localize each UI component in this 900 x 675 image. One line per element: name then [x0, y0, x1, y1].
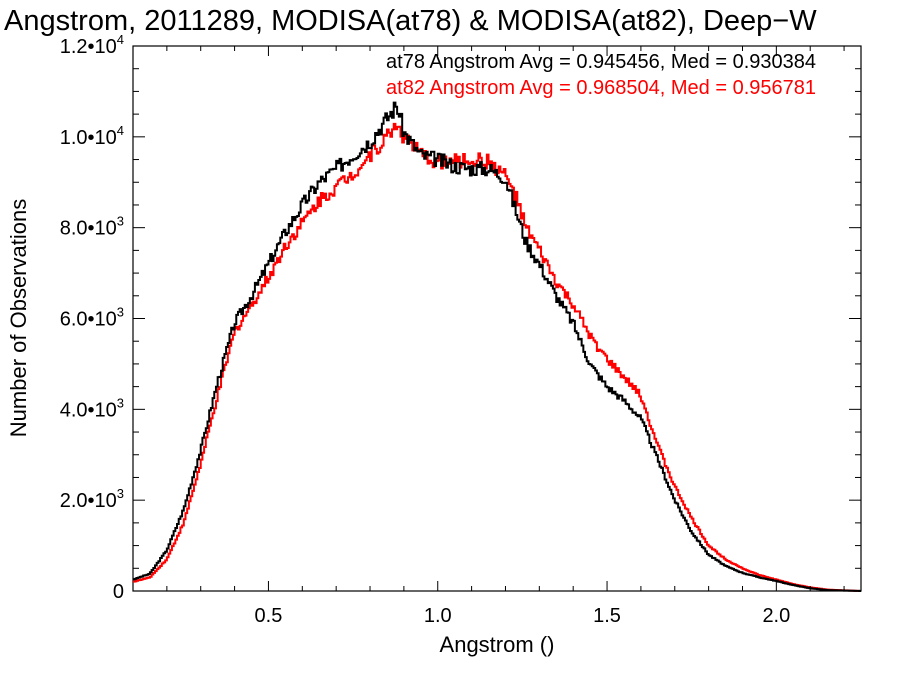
legend: at78 Angstrom Avg = 0.945456, Med = 0.93… [386, 51, 816, 99]
series-line-at78 [133, 101, 861, 592]
y-tick-label: 1.2•104 [60, 32, 124, 58]
tick-marks [132, 45, 861, 592]
y-tick-label: 8.0•103 [60, 214, 124, 240]
series-layer [133, 101, 861, 592]
legend-entry-at82: at82 Angstrom Avg = 0.968504, Med = 0.95… [386, 77, 816, 99]
x-tick-label: 0.5 [255, 605, 283, 627]
x-tick-label: 2.0 [762, 605, 790, 627]
y-tick-label: 1.0•104 [60, 123, 124, 149]
y-tick-labels: 0 2.0•103 4.0•103 6.0•103 8.0•103 1.0•104 1.2•… [60, 32, 124, 603]
y-axis-label: Number of Observations [6, 199, 31, 437]
x-tick-label: 1.5 [593, 605, 621, 627]
y-tick-label: 6.0•103 [60, 305, 124, 331]
legend-entry-at78: at78 Angstrom Avg = 0.945456, Med = 0.93… [386, 51, 816, 73]
x-axis-label: Angstrom () [440, 632, 555, 657]
plot-area [132, 45, 862, 592]
x-tick-labels: 0.5 1.0 1.5 2.0 [255, 605, 791, 627]
y-tick-label: 4.0•103 [60, 395, 124, 421]
series-line-at82 [133, 122, 861, 592]
y-tick-label: 2.0•103 [60, 486, 124, 512]
x-tick-label: 1.0 [424, 605, 452, 627]
chart-title: Angstrom, 2011289, MODISA(at78) & MODISA… [4, 5, 817, 37]
y-tick-label: 0 [113, 581, 124, 603]
